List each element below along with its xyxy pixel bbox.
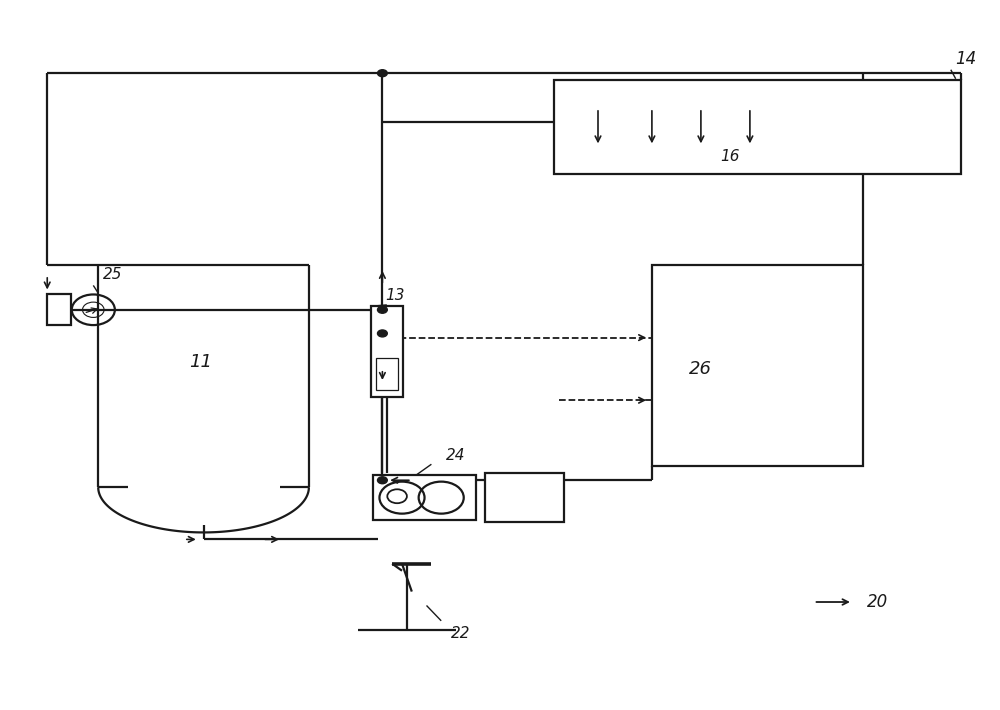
Text: 14: 14 — [955, 50, 976, 68]
Text: 11: 11 — [190, 353, 213, 371]
Circle shape — [378, 477, 387, 484]
Text: 16: 16 — [721, 149, 740, 164]
Bar — [373, 476, 476, 520]
Circle shape — [378, 306, 387, 313]
Text: 20: 20 — [867, 593, 888, 611]
Text: 22: 22 — [451, 626, 471, 641]
Circle shape — [378, 330, 387, 337]
Text: 26: 26 — [689, 360, 712, 378]
Text: 24: 24 — [446, 449, 466, 464]
Text: 13: 13 — [385, 288, 405, 303]
Bar — [554, 80, 961, 174]
Bar — [371, 306, 403, 397]
Bar — [652, 265, 863, 466]
Circle shape — [378, 70, 387, 77]
Bar — [485, 474, 564, 522]
Bar — [47, 295, 71, 325]
Text: 25: 25 — [103, 268, 123, 283]
Bar — [376, 358, 398, 390]
